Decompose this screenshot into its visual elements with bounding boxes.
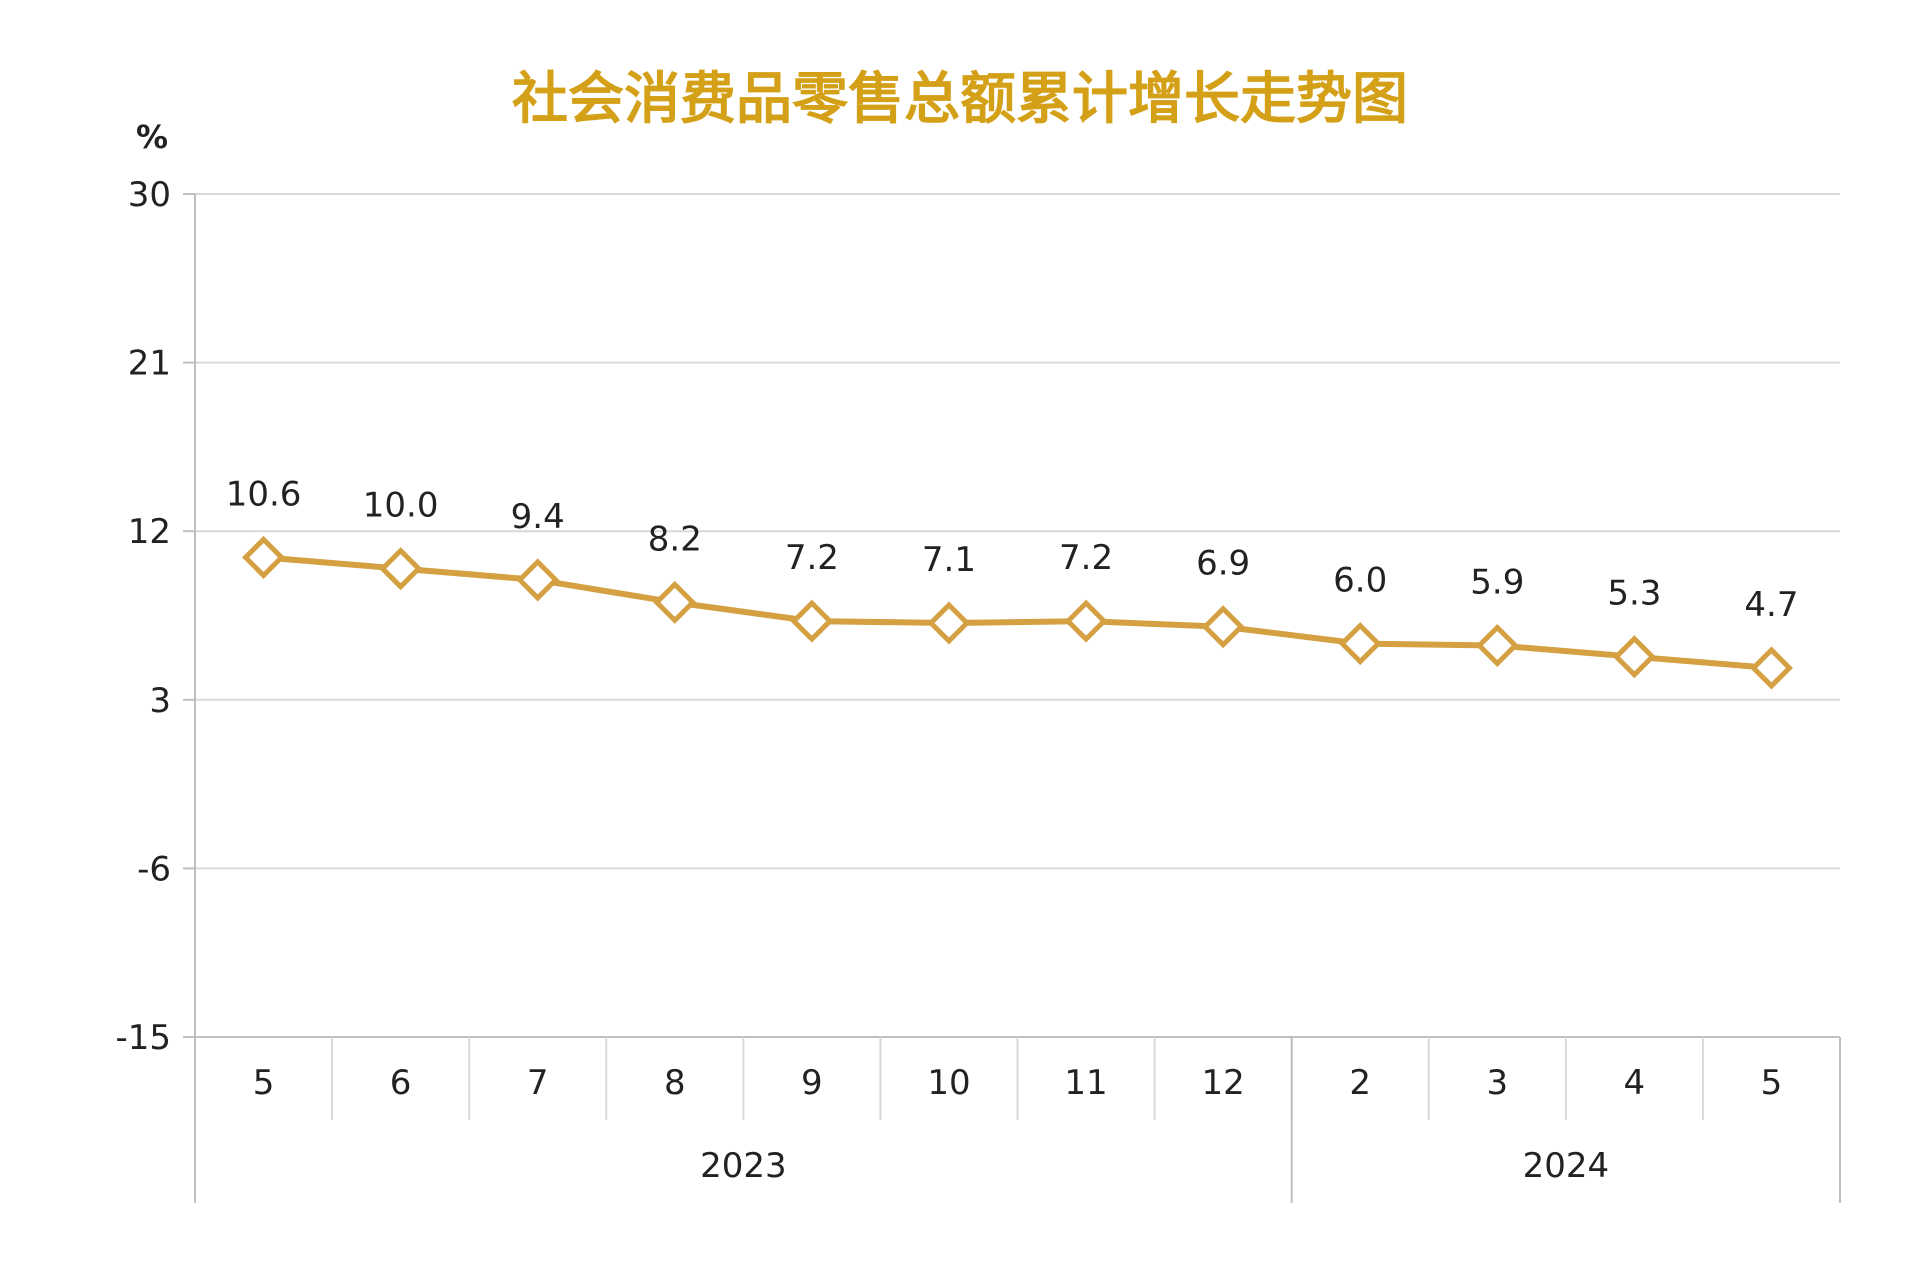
y-axis: 30 21 12 3 -6 -15 (115, 175, 196, 1203)
data-labels: 10.6 10.0 9.4 8.2 7.2 7.1 7.2 6.9 6.0 5.9 5.3 4.7 (226, 474, 1799, 625)
series-line (263, 554, 1772, 671)
data-point (242, 535, 286, 579)
data-point (1749, 646, 1793, 690)
data-label: 5.3 (1607, 574, 1661, 614)
x-tick-label: 4 (1624, 1063, 1646, 1103)
x-tick-label: 8 (664, 1063, 686, 1103)
x-tick-label: 3 (1486, 1063, 1508, 1103)
y-tick-label: -6 (137, 849, 171, 889)
data-point (790, 599, 834, 643)
y-tick-label: 21 (128, 344, 171, 384)
y-tick-label: -15 (115, 1018, 171, 1058)
data-label: 10.0 (363, 486, 439, 526)
data-label: 7.2 (785, 538, 839, 578)
y-tick-label: 12 (128, 512, 171, 552)
gridlines (195, 193, 1840, 870)
series (242, 535, 1793, 690)
chart-title: 社会消费品零售总额累计增长走势图 (512, 67, 1408, 132)
data-point (927, 601, 971, 645)
data-point (1201, 605, 1245, 649)
x-tick-label: 2 (1349, 1063, 1371, 1103)
x-group-label: 2023 (700, 1146, 787, 1186)
data-point (653, 580, 697, 624)
x-tick-label: 9 (801, 1063, 823, 1103)
x-axis: 5 6 7 8 9 10 11 12 2 3 4 5 2023 2024 (195, 1036, 1841, 1203)
data-point (516, 558, 560, 602)
data-label: 7.2 (1059, 538, 1113, 578)
data-label: 10.6 (226, 474, 302, 514)
x-group-label: 2024 (1523, 1146, 1610, 1186)
x-tick-label: 10 (927, 1063, 970, 1103)
data-point (1338, 622, 1382, 666)
y-axis-unit: % (136, 118, 168, 156)
data-point (1475, 623, 1519, 668)
x-tick-label: 11 (1064, 1063, 1107, 1103)
y-tick-label: 30 (128, 175, 171, 215)
data-label: 6.9 (1196, 544, 1250, 584)
data-label: 5.9 (1470, 562, 1524, 602)
data-label: 4.7 (1744, 585, 1798, 625)
data-label: 7.1 (922, 540, 976, 580)
data-point (379, 547, 423, 591)
data-label: 6.0 (1333, 561, 1387, 601)
x-tick-label: 7 (527, 1063, 549, 1103)
data-label: 8.2 (648, 519, 702, 559)
data-point (1064, 599, 1108, 643)
x-tick-label: 5 (1761, 1063, 1783, 1103)
y-tick-label: 3 (149, 681, 171, 721)
x-tick-label: 12 (1201, 1063, 1244, 1103)
x-tick-label: 6 (390, 1063, 412, 1103)
x-tick-label: 5 (253, 1063, 275, 1103)
data-label: 9.4 (511, 497, 565, 537)
data-point (1612, 635, 1656, 679)
